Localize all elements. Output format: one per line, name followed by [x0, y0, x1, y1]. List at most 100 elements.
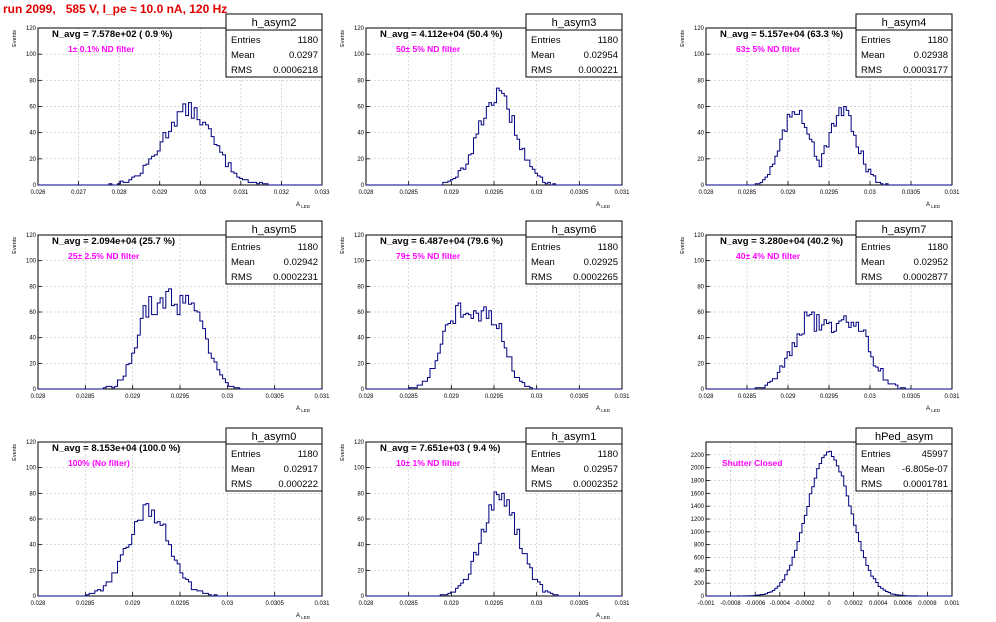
stats-key: Entries — [861, 35, 891, 46]
stats-box — [525, 13, 623, 78]
x-axis-label-sub: LED — [600, 615, 611, 620]
y-tick-label: 20 — [29, 157, 36, 163]
x-tick-label: 0.031 — [614, 601, 630, 607]
stats-key: Mean — [531, 257, 555, 268]
y-tick-label: 120 — [354, 440, 365, 446]
x-tick-label: 0.031 — [314, 394, 330, 400]
filter-label: 79± 5% ND filter — [396, 251, 461, 261]
x-axis-label-sub: LED — [600, 204, 611, 209]
x-tick-label: 0.03 — [221, 394, 233, 400]
x-tick-label: 0.0295 — [485, 190, 504, 196]
x-tick-label: 0.0295 — [820, 394, 839, 400]
stats-value: 1180 — [298, 242, 318, 253]
y-tick-label: 20 — [357, 157, 364, 163]
x-tick-label: 0.0295 — [485, 394, 504, 400]
x-axis-label-sub: LED — [930, 408, 941, 413]
y-tick-label: 60 — [697, 105, 704, 111]
y-tick-label: 2200 — [691, 453, 705, 459]
y-tick-label: 40 — [357, 131, 364, 137]
x-tick-label: 0.0285 — [76, 601, 95, 607]
x-tick-label: 0.0285 — [76, 394, 95, 400]
y-tick-label: 20 — [29, 361, 36, 367]
filter-label: Shutter Closed — [722, 458, 782, 468]
x-tick-label: 0.029 — [444, 394, 460, 400]
stats-value: 0.02957 — [584, 464, 618, 475]
stats-box — [225, 427, 323, 492]
x-axis-label: A LED — [926, 202, 941, 209]
y-axis-label: Events — [680, 237, 686, 254]
y-tick-label: 120 — [354, 233, 365, 239]
stats-key: Mean — [861, 50, 885, 61]
y-tick-label: 120 — [694, 26, 705, 32]
y-tick-label: 60 — [29, 517, 36, 523]
y-tick-label: 80 — [697, 284, 704, 290]
filter-label: 25± 2.5% ND filter — [68, 251, 140, 261]
stats-value: 1180 — [598, 35, 618, 46]
histogram-line — [38, 503, 322, 597]
navg-label: N_avg = 7.651e+03 ( 9.4 %) — [380, 443, 500, 454]
x-tick-label: 0.0295 — [820, 190, 839, 196]
x-tick-label: 0.028 — [30, 601, 46, 607]
filter-label: 63± 5% ND filter — [736, 44, 801, 54]
y-tick-label: 40 — [357, 336, 364, 342]
y-tick-label: 20 — [357, 361, 364, 367]
y-axis-label: Events — [340, 30, 346, 47]
histogram-panel-h_asym6: 0.028 0.0285 0.029 0.0295 0.03 0.0305 0.031 0 20… — [340, 220, 630, 413]
stats-key: RMS — [531, 272, 552, 283]
x-tick-label: -0.0002 — [794, 601, 815, 607]
x-tick-label: 0.028 — [698, 394, 714, 400]
x-tick-label: 0.0002 — [844, 601, 863, 607]
x-tick-label: 0.0006 — [894, 601, 913, 607]
stats-value: 1180 — [298, 35, 318, 46]
stats-box — [225, 220, 323, 285]
x-axis-label: A LED — [296, 406, 311, 413]
histogram-line — [366, 302, 622, 390]
y-tick-label: 40 — [697, 336, 704, 342]
y-tick-label: 1000 — [691, 530, 705, 536]
x-tick-label: 0.031 — [233, 190, 249, 196]
stats-key: Entries — [231, 449, 261, 460]
stats-key: Entries — [531, 35, 561, 46]
y-tick-label: 200 — [694, 581, 705, 587]
stats-key: RMS — [231, 65, 252, 76]
histogram-line — [706, 450, 952, 597]
stats-title: h_asym0 — [252, 431, 297, 443]
x-axis-label: A LED — [296, 202, 311, 209]
y-tick-label: 100 — [26, 466, 37, 472]
filter-label: 100% (No filter) — [68, 458, 130, 468]
y-tick-label: 0 — [361, 183, 365, 189]
y-tick-label: 20 — [29, 568, 36, 574]
stats-key: Mean — [531, 464, 555, 475]
navg-label: N_avg = 2.094e+04 (25.7 %) — [52, 236, 175, 247]
y-tick-label: 40 — [29, 336, 36, 342]
x-tick-label: 0.027 — [71, 190, 87, 196]
stats-value: 1180 — [928, 35, 948, 46]
x-tick-label: 0.0295 — [485, 601, 504, 607]
filter-label: 1± 0.1% ND filter — [68, 44, 135, 54]
x-axis-label: A LED — [596, 613, 611, 620]
x-tick-label: 0.028 — [30, 394, 46, 400]
x-tick-label: 0.0305 — [902, 394, 921, 400]
stats-value: 1180 — [928, 242, 948, 253]
stats-key: Mean — [531, 50, 555, 61]
histogram-line — [706, 311, 952, 390]
x-axis-label: A LED — [296, 613, 311, 620]
stats-box — [225, 13, 323, 78]
stats-value: 0.02917 — [284, 464, 318, 475]
y-tick-label: 40 — [29, 543, 36, 549]
y-tick-label: 100 — [354, 52, 365, 58]
y-axis-label: Events — [12, 444, 18, 461]
histogram-line — [366, 491, 622, 597]
x-tick-label: 0.0295 — [171, 601, 190, 607]
x-tick-label: 0.028 — [698, 190, 714, 196]
histogram-panel-h_asym4: 0.028 0.0285 0.029 0.0295 0.03 0.0305 0.031 0 20… — [680, 13, 960, 209]
y-tick-label: 80 — [29, 491, 36, 497]
y-tick-label: 800 — [694, 543, 705, 549]
stats-key: RMS — [531, 479, 552, 490]
y-tick-label: 100 — [354, 259, 365, 265]
stats-title: h_asym6 — [552, 224, 597, 236]
x-tick-label: 0.03 — [864, 190, 876, 196]
x-axis-label-sub: LED — [600, 408, 611, 413]
y-tick-label: 120 — [354, 26, 365, 32]
